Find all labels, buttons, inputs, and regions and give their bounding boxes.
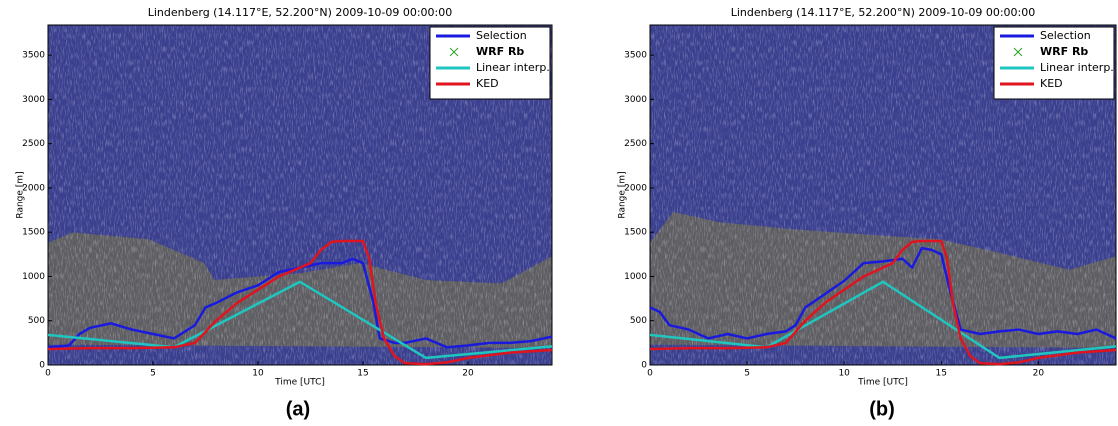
legend-label: WRF Rb bbox=[476, 45, 524, 58]
plot-frame bbox=[649, 24, 1117, 366]
y-axis-label: Range [m] bbox=[16, 171, 26, 218]
panel: 0 500 1000 1500 2000 2500 3000 3500 0 5 10 15 20 Lind… bbox=[16, 6, 553, 420]
y-tick-label: 1000 bbox=[22, 272, 45, 282]
legend-marker bbox=[1013, 47, 1023, 57]
y-tick-label: 3500 bbox=[22, 51, 45, 61]
legend-box bbox=[993, 26, 1115, 100]
legend-label: WRF Rb bbox=[1040, 45, 1088, 58]
series-line bbox=[47, 280, 553, 360]
legend-label: KED bbox=[476, 77, 499, 90]
legend-label: Linear interp. bbox=[476, 61, 550, 74]
x-tick-label: 5 bbox=[744, 369, 750, 379]
legend-marker bbox=[449, 47, 459, 57]
caption: (a) bbox=[286, 398, 310, 420]
x-tick-label: 0 bbox=[647, 369, 653, 379]
series-line bbox=[649, 280, 1117, 360]
y-tick-label: 2500 bbox=[624, 139, 647, 149]
y-tick-label: 1500 bbox=[624, 228, 647, 238]
legend-label: Selection bbox=[476, 29, 527, 42]
x-tick-label: 15 bbox=[936, 369, 947, 379]
x-tick-label: 10 bbox=[252, 369, 264, 379]
y-axis-label: Range [m] bbox=[618, 171, 628, 218]
y-tick-label: 1500 bbox=[22, 228, 45, 238]
legend: Selection WRF Rb Linear interp. KED bbox=[429, 26, 551, 100]
y-tick-label: 2000 bbox=[624, 183, 647, 193]
y-tick-label: 500 bbox=[630, 316, 647, 326]
y-tick-label: 0 bbox=[641, 361, 647, 371]
legend-label: Linear interp. bbox=[1040, 61, 1114, 74]
legend-label: KED bbox=[1040, 77, 1063, 90]
x-axis-label: Time [UTC] bbox=[274, 378, 325, 388]
legend-box bbox=[429, 26, 551, 100]
caption: (b) bbox=[869, 398, 895, 420]
series-line bbox=[47, 257, 553, 349]
panel: 0 500 1000 1500 2000 2500 3000 3500 0 5 10 15 20 Lind… bbox=[618, 6, 1117, 420]
x-tick-label: 20 bbox=[462, 369, 474, 379]
y-tick-label: 2500 bbox=[22, 139, 45, 149]
y-tick-label: 3000 bbox=[22, 95, 45, 105]
series-line bbox=[649, 239, 1117, 366]
y-tick-label: 1000 bbox=[624, 272, 647, 282]
x-tick-label: 20 bbox=[1033, 369, 1045, 379]
x-tick-label: 0 bbox=[45, 369, 51, 379]
plot-frame bbox=[47, 24, 553, 366]
x-tick-label: 10 bbox=[838, 369, 850, 379]
series-line bbox=[47, 239, 553, 366]
y-tick-label: 3500 bbox=[624, 51, 647, 61]
legend-label: Selection bbox=[1040, 29, 1091, 42]
y-tick-label: 500 bbox=[28, 316, 45, 326]
x-tick-label: 5 bbox=[150, 369, 156, 379]
title: Lindenberg (14.117°E, 52.200°N) 2009-10-… bbox=[148, 6, 453, 19]
x-axis-label: Time [UTC] bbox=[857, 378, 908, 388]
title: Lindenberg (14.117°E, 52.200°N) 2009-10-… bbox=[731, 6, 1036, 19]
series-line bbox=[649, 246, 1117, 340]
x-tick-label: 15 bbox=[357, 369, 368, 379]
y-tick-label: 3000 bbox=[624, 95, 647, 105]
y-tick-label: 0 bbox=[39, 361, 45, 371]
y-tick-label: 2000 bbox=[22, 183, 45, 193]
legend: Selection WRF Rb Linear interp. KED bbox=[993, 26, 1115, 100]
